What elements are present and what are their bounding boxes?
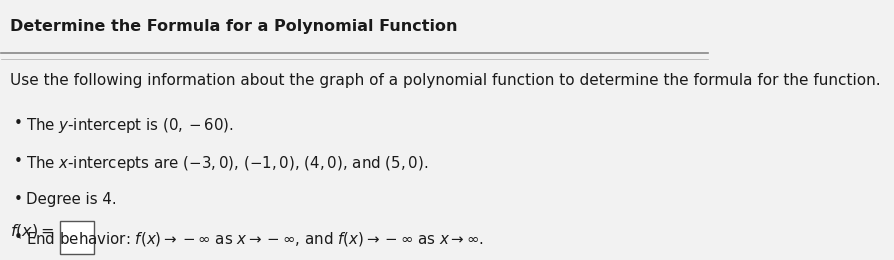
Text: End behavior: $f(x) \rightarrow -\infty$ as $x \rightarrow -\infty$, and $f(x) \: End behavior: $f(x) \rightarrow -\infty$… — [26, 230, 484, 248]
Text: $f(x) =$: $f(x) =$ — [10, 222, 55, 240]
Text: •: • — [14, 192, 23, 207]
Text: •: • — [14, 230, 23, 245]
Text: Use the following information about the graph of a polynomial function to determ: Use the following information about the … — [10, 73, 880, 88]
Text: •: • — [14, 154, 23, 169]
Text: •: • — [14, 116, 23, 131]
Text: Degree is 4.: Degree is 4. — [26, 192, 116, 207]
Text: Determine the Formula for a Polynomial Function: Determine the Formula for a Polynomial F… — [10, 20, 457, 34]
FancyBboxPatch shape — [60, 220, 94, 254]
Text: The $y$-intercept is $(0, -60)$.: The $y$-intercept is $(0, -60)$. — [26, 116, 233, 135]
Text: The $x$-intercepts are $(-3, 0)$, $(-1, 0)$, $(4, 0)$, and $(5, 0)$.: The $x$-intercepts are $(-3, 0)$, $(-1, … — [26, 154, 428, 173]
